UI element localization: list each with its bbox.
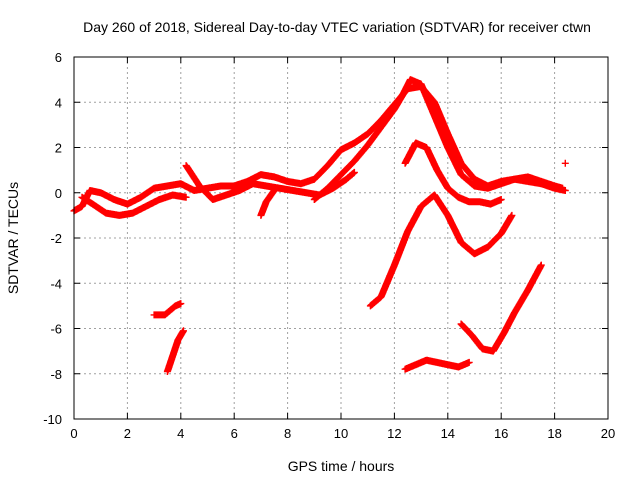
- y-tick-label: -2: [50, 231, 62, 246]
- series-track-j: [150, 300, 185, 319]
- series-track-b: [78, 191, 190, 219]
- series-track-e: [401, 139, 505, 208]
- series-track-h: [457, 261, 545, 355]
- series-track-f: [257, 187, 278, 219]
- marker-trace: [401, 139, 505, 208]
- x-axis-label: GPS time / hours: [288, 458, 395, 474]
- series-track-k: [163, 327, 187, 375]
- y-tick-label: 6: [55, 50, 62, 65]
- marker-trace: [150, 300, 185, 319]
- axis-ticks: 0 2 4 6 8 10 12 14 16 18 20 -10 -8 -6 -4 -2 0 2 4 6: [43, 50, 615, 441]
- grid: [74, 57, 608, 419]
- x-tick-label: 14: [441, 426, 455, 441]
- marker-trace: [257, 187, 278, 219]
- x-tick-label: 0: [70, 426, 77, 441]
- y-tick-label: -10: [43, 412, 62, 427]
- x-tick-label: 20: [601, 426, 615, 441]
- marker-trace: [78, 191, 190, 219]
- series-track-d: [310, 76, 567, 203]
- series-track-i: [401, 356, 473, 373]
- marker-trace: [163, 327, 187, 375]
- x-tick-label: 10: [334, 426, 348, 441]
- marker-trace: [366, 191, 516, 310]
- y-tick-label: 0: [55, 186, 62, 201]
- chart-title: Day 260 of 2018, Sidereal Day-to-day VTE…: [83, 19, 591, 35]
- x-tick-label: 2: [124, 426, 131, 441]
- x-tick-label: 8: [284, 426, 291, 441]
- series-track-g: [366, 191, 516, 310]
- y-axis-label: SDTVAR / TECUs: [5, 182, 21, 294]
- y-tick-label: 2: [55, 141, 62, 156]
- x-tick-label: 4: [177, 426, 184, 441]
- y-tick-label: -6: [50, 322, 62, 337]
- x-tick-label: 16: [494, 426, 508, 441]
- y-tick-label: -8: [50, 367, 62, 382]
- marker-trace: [561, 159, 569, 167]
- x-tick-label: 6: [231, 426, 238, 441]
- marker-trace: [310, 76, 567, 203]
- marker-trace: [401, 356, 473, 373]
- marker-trace: [457, 261, 545, 355]
- x-tick-label: 18: [547, 426, 561, 441]
- series-track-l: [561, 159, 569, 167]
- data-markers: [70, 76, 569, 375]
- x-tick-label: 12: [387, 426, 401, 441]
- y-tick-label: 4: [55, 95, 62, 110]
- y-tick-label: -4: [50, 276, 62, 291]
